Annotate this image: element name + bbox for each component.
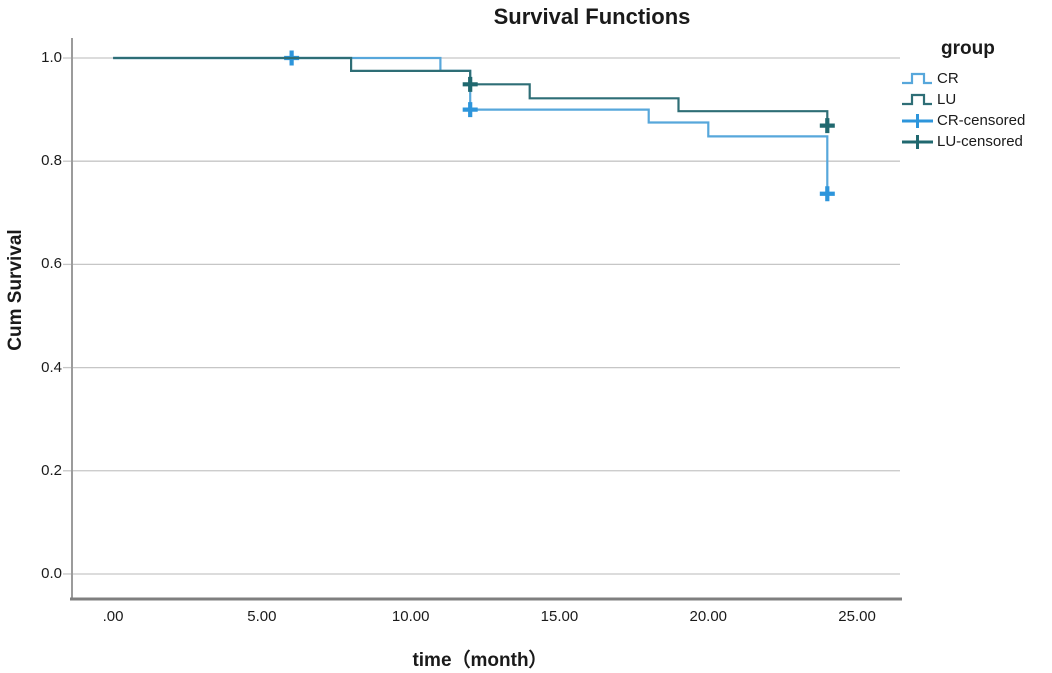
lu-censored-marker xyxy=(819,118,835,134)
legend-item-label: CR-censored xyxy=(937,112,1026,129)
legend-item-cr: CR xyxy=(901,68,1025,89)
cr-step-line-icon xyxy=(902,72,932,85)
y-tick-label: 0.8 xyxy=(41,152,62,170)
x-tick-label: 10.00 xyxy=(391,608,430,625)
lu-step-line-icon xyxy=(902,93,932,106)
x-tick-label: 20.00 xyxy=(689,608,728,625)
cr-censored-plus-icon xyxy=(902,114,933,128)
lu-censored-plus-icon xyxy=(902,135,933,149)
y-tick-label: 0.0 xyxy=(41,564,62,582)
legend-item-cr-censored: CR-censored xyxy=(901,110,1025,131)
x-tick-label: 15.00 xyxy=(540,608,579,625)
chart-title: Survival Functions xyxy=(493,4,691,29)
cr-survival-curve xyxy=(113,56,829,194)
legend-item-label: LU-censored xyxy=(937,133,1023,150)
lu-censored-marker xyxy=(462,76,478,92)
legend-item-lu: LU xyxy=(901,89,1025,110)
y-axis-title: Cum Survival xyxy=(5,229,26,351)
legend-item-lu-censored: LU-censored xyxy=(901,131,1025,152)
x-tick-label: 25.00 xyxy=(838,608,876,625)
x-tick-label: 5.00 xyxy=(247,608,277,625)
lu-survival-curve xyxy=(113,56,829,126)
legend-title: group xyxy=(941,38,995,59)
y-tick-label: 0.6 xyxy=(41,255,62,273)
y-tick-label: 0.2 xyxy=(41,461,62,479)
legend-item-label: LU xyxy=(937,91,957,108)
x-tick-label: .00 xyxy=(102,608,124,625)
x-axis-title: time（month） xyxy=(412,650,548,671)
legend: group CR LU CR-censored LU-censored xyxy=(901,38,1025,152)
cr-censored-marker xyxy=(819,186,835,202)
legend-item-label: CR xyxy=(937,70,959,87)
y-tick-label: 0.4 xyxy=(41,358,62,376)
cr-censored-marker xyxy=(462,102,478,118)
legend-entries: CR LU CR-censored LU-censored xyxy=(901,68,1025,152)
y-tick-label: 1.0 xyxy=(41,49,62,67)
